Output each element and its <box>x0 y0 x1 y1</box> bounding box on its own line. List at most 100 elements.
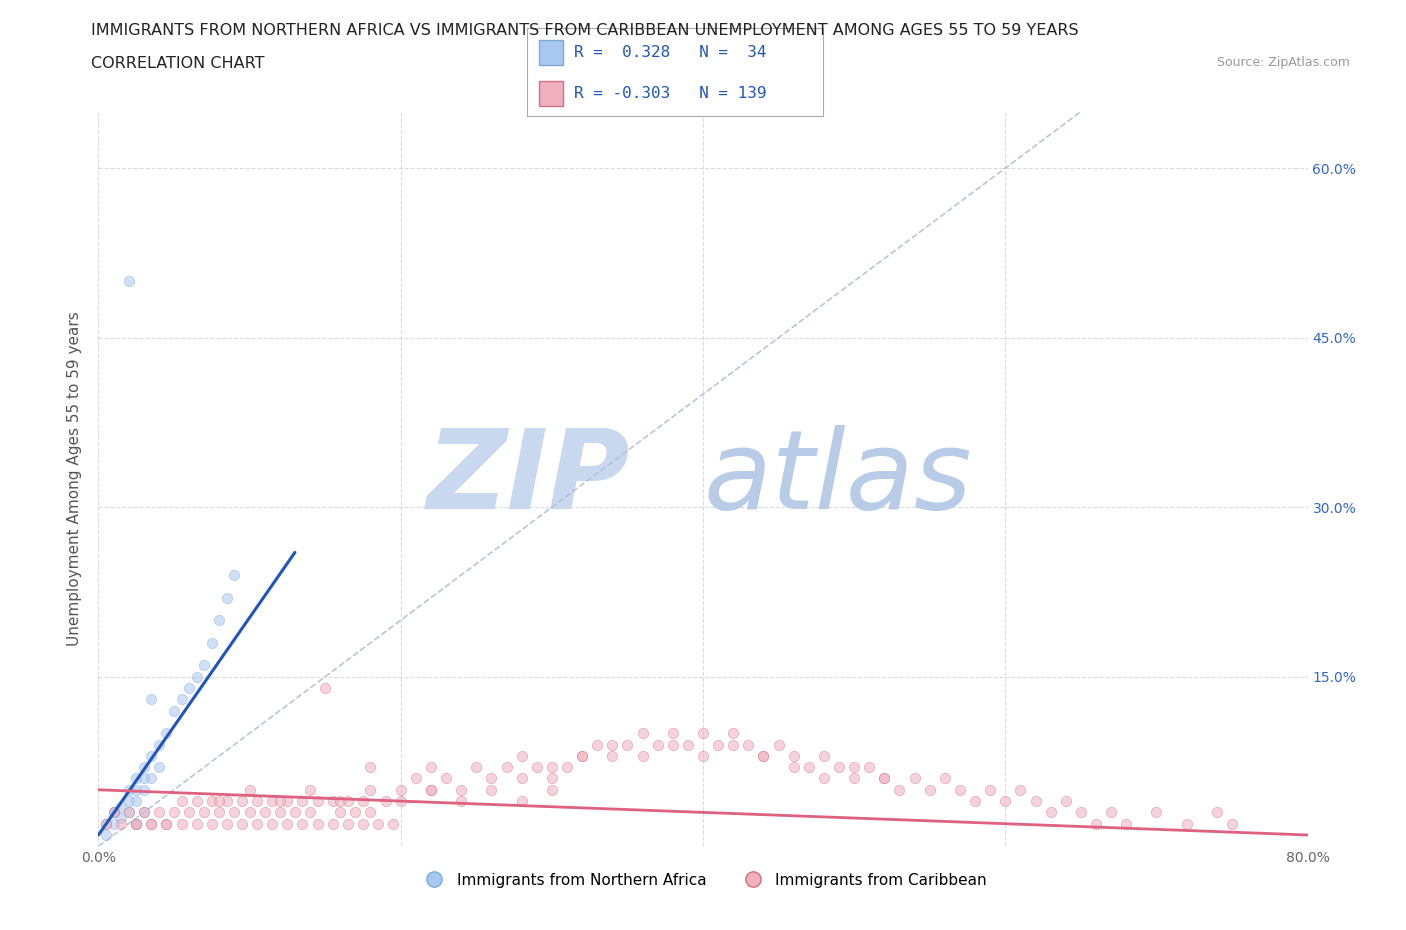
Point <box>420 760 443 775</box>
FancyBboxPatch shape <box>538 81 562 106</box>
Point <box>1010 782 1032 797</box>
Point <box>239 782 262 797</box>
Point <box>631 749 654 764</box>
Point <box>1054 793 1077 808</box>
Point <box>163 703 186 718</box>
Point <box>284 805 307 820</box>
Point <box>1144 805 1167 820</box>
Point <box>367 817 389 831</box>
Point <box>329 793 352 808</box>
Point <box>141 771 163 786</box>
Point <box>208 793 231 808</box>
Point <box>723 737 745 752</box>
Point <box>132 771 155 786</box>
Point <box>752 749 775 764</box>
Point <box>495 760 517 775</box>
Point <box>118 805 141 820</box>
Point <box>125 817 148 831</box>
Text: ZIP: ZIP <box>427 425 630 533</box>
Point <box>723 725 745 740</box>
Point <box>132 760 155 775</box>
Point <box>1099 805 1122 820</box>
Point <box>299 805 322 820</box>
Point <box>155 725 177 740</box>
Point <box>193 658 215 673</box>
Point <box>179 681 201 696</box>
Point <box>571 749 593 764</box>
Point <box>103 805 125 820</box>
Point <box>314 681 336 696</box>
Point <box>783 749 806 764</box>
Point <box>994 793 1017 808</box>
Point <box>246 793 269 808</box>
Point <box>1024 793 1046 808</box>
FancyBboxPatch shape <box>538 40 562 65</box>
Point <box>94 817 117 831</box>
Point <box>170 793 193 808</box>
Point <box>170 692 193 707</box>
Point <box>1085 817 1108 831</box>
Point <box>949 782 972 797</box>
Point <box>291 817 314 831</box>
Y-axis label: Unemployment Among Ages 55 to 59 years: Unemployment Among Ages 55 to 59 years <box>67 312 83 646</box>
Point <box>269 805 291 820</box>
Point <box>676 737 699 752</box>
Point <box>616 737 638 752</box>
Point <box>118 273 141 288</box>
Point <box>813 749 835 764</box>
Point <box>465 760 488 775</box>
Point <box>450 793 472 808</box>
Point <box>148 760 170 775</box>
Point <box>179 805 201 820</box>
Point <box>155 817 177 831</box>
Point <box>481 771 503 786</box>
Point <box>631 725 654 740</box>
Point <box>540 771 562 786</box>
Point <box>322 793 344 808</box>
Point <box>526 760 548 775</box>
Point <box>170 817 193 831</box>
Point <box>602 749 624 764</box>
Text: IMMIGRANTS FROM NORTHERN AFRICA VS IMMIGRANTS FROM CARIBBEAN UNEMPLOYMENT AMONG : IMMIGRANTS FROM NORTHERN AFRICA VS IMMIG… <box>91 23 1078 38</box>
Text: R =  0.328   N =  34: R = 0.328 N = 34 <box>575 46 768 60</box>
Point <box>103 805 125 820</box>
Point <box>322 817 344 831</box>
Point <box>374 793 396 808</box>
Point <box>510 771 533 786</box>
Point <box>201 817 224 831</box>
Point <box>555 760 578 775</box>
Point <box>125 793 148 808</box>
Text: Source: ZipAtlas.com: Source: ZipAtlas.com <box>1216 56 1350 69</box>
Point <box>692 725 714 740</box>
Point <box>813 771 835 786</box>
Point <box>125 817 148 831</box>
Point <box>155 817 177 831</box>
Point <box>737 737 759 752</box>
Point <box>231 793 253 808</box>
Point <box>918 782 941 797</box>
Point <box>934 771 956 786</box>
Point <box>110 811 132 826</box>
Point <box>360 805 382 820</box>
Point <box>965 793 987 808</box>
Point <box>132 805 155 820</box>
Point <box>215 817 238 831</box>
Point <box>405 771 427 786</box>
Point <box>193 805 215 820</box>
Point <box>125 817 148 831</box>
Point <box>103 805 125 820</box>
Text: atlas: atlas <box>703 425 972 533</box>
Point <box>797 760 820 775</box>
Point <box>360 760 382 775</box>
Point <box>352 793 374 808</box>
Point <box>201 635 224 650</box>
Point <box>602 737 624 752</box>
Point <box>661 725 683 740</box>
Text: CORRELATION CHART: CORRELATION CHART <box>91 56 264 71</box>
Point <box>141 817 163 831</box>
Point <box>768 737 790 752</box>
Point <box>1070 805 1092 820</box>
Point <box>201 793 224 808</box>
Point <box>571 749 593 764</box>
Point <box>276 817 298 831</box>
